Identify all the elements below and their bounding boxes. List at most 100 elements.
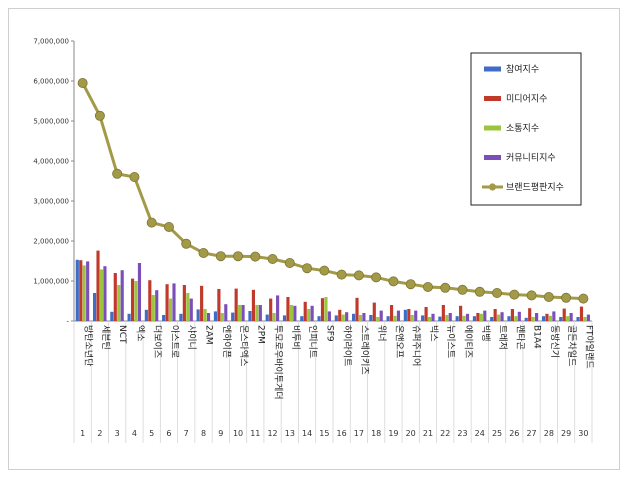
rank-label: 19 [388, 429, 398, 438]
rank-label: 22 [440, 429, 450, 438]
bar-소통지수 [99, 269, 104, 321]
bar-커뮤니티지수 [586, 314, 590, 321]
bar-소통지수 [358, 315, 363, 321]
rank-label: 13 [285, 429, 295, 438]
bar-참여지수 [248, 311, 252, 321]
bar-커뮤니티지수 [137, 263, 142, 321]
rank-label: 16 [337, 429, 347, 438]
bar-참여지수 [369, 315, 373, 321]
bar-커뮤니티지수 [414, 310, 418, 321]
rank-label: 3 [115, 429, 120, 438]
bar-소통지수 [548, 315, 552, 321]
legend-swatch [484, 66, 501, 72]
category-label: 에이티즈 [463, 325, 474, 358]
bar-커뮤니티지수 [206, 313, 211, 321]
bar-커뮤니티지수 [345, 312, 349, 321]
bar-참여지수 [421, 315, 425, 321]
bar-참여지수 [282, 315, 287, 321]
rank-label: 20 [406, 429, 416, 438]
rank-label: 17 [354, 429, 364, 438]
bar-커뮤니티지수 [224, 304, 228, 321]
line-point [492, 287, 503, 298]
line-point [474, 286, 485, 297]
bar-소통지수 [376, 317, 380, 321]
category-label: SF9 [324, 325, 334, 342]
bar-참여지수 [576, 317, 580, 321]
legend-label: 브랜드평판지수 [506, 182, 564, 193]
y-tick-label: 3,000,000 [33, 198, 69, 206]
bar-소통지수 [203, 309, 207, 321]
bar-미디어지수 [545, 313, 549, 321]
rank-label: 28 [544, 429, 554, 438]
category-label: 아스트로 [169, 325, 180, 358]
category-label: 엔하이픈 [221, 325, 232, 358]
rank-label: 21 [423, 429, 433, 438]
category-label: 빅스 [428, 325, 439, 342]
bar-미디어지수 [182, 285, 186, 321]
y-tick-label: 2,000,000 [33, 238, 69, 246]
bar-미디어지수 [579, 306, 584, 321]
category-label: 2PM [255, 325, 265, 344]
legend-label: 소통지수 [506, 123, 539, 134]
bar-참여지수 [334, 315, 338, 321]
rank-label: 6 [166, 429, 171, 438]
bar-소통지수 [168, 298, 173, 321]
category-label: 위너 [376, 325, 387, 342]
bar-커뮤니티지수 [500, 312, 504, 321]
bar-미디어지수 [355, 297, 359, 321]
bar-참여지수 [438, 316, 442, 321]
bar-미디어지수 [113, 273, 117, 321]
category-label: 골든차일드 [566, 325, 578, 366]
bar-참여지수 [196, 309, 200, 321]
bar-미디어지수 [269, 298, 273, 321]
line-point [250, 251, 261, 262]
line-point [163, 221, 174, 232]
category-label: 샤이니 [186, 325, 197, 350]
bar-참여지수 [507, 316, 511, 321]
bar-커뮤니티지수 [552, 311, 556, 321]
bar-소통지수 [514, 316, 518, 321]
bar-소통지수 [462, 315, 466, 321]
legend-label: 미디어지수 [506, 94, 547, 105]
bar-소통지수 [220, 313, 224, 321]
line-point [198, 247, 209, 258]
line-point [215, 251, 226, 262]
bar-커뮤니티지수 [448, 313, 452, 321]
bar-참여지수 [559, 317, 563, 321]
rank-label: 24 [475, 429, 485, 438]
line-point [336, 269, 347, 280]
bar-소통지수 [82, 265, 86, 321]
rank-label: 18 [371, 429, 381, 438]
y-tick-label: 5,000,000 [33, 118, 69, 126]
bar-소통지수 [289, 305, 293, 321]
bar-소통지수 [341, 314, 345, 321]
bar-미디어지수 [372, 302, 376, 321]
bar-참여지수 [403, 309, 407, 321]
bar-미디어지수 [320, 298, 325, 321]
bar-미디어지수 [562, 308, 566, 321]
rank-label: 4 [132, 429, 137, 438]
line-point [302, 263, 313, 274]
category-label: 펜타곤 [514, 325, 525, 350]
line-point [422, 281, 433, 292]
bar-커뮤니티지수 [327, 311, 331, 321]
bar-커뮤니티지수 [155, 290, 159, 321]
line-point [457, 284, 468, 295]
legend-marker [488, 183, 497, 191]
bar-미디어지수 [510, 309, 514, 321]
bar-참여지수 [541, 316, 546, 321]
bar-참여지수 [144, 309, 148, 321]
rank-label: 5 [149, 429, 154, 438]
bar-소통지수 [238, 305, 242, 321]
bar-소통지수 [410, 315, 414, 321]
bar-참여지수 [351, 313, 356, 321]
bar-미디어지수 [476, 313, 480, 321]
bar-소통지수 [531, 317, 535, 321]
line-point [267, 253, 278, 264]
line-point [284, 257, 295, 268]
line-point [181, 238, 192, 249]
bar-미디어지수 [389, 305, 394, 321]
line-point [405, 279, 416, 290]
bar-소통지수 [134, 281, 138, 321]
bar-소통지수 [117, 285, 121, 321]
